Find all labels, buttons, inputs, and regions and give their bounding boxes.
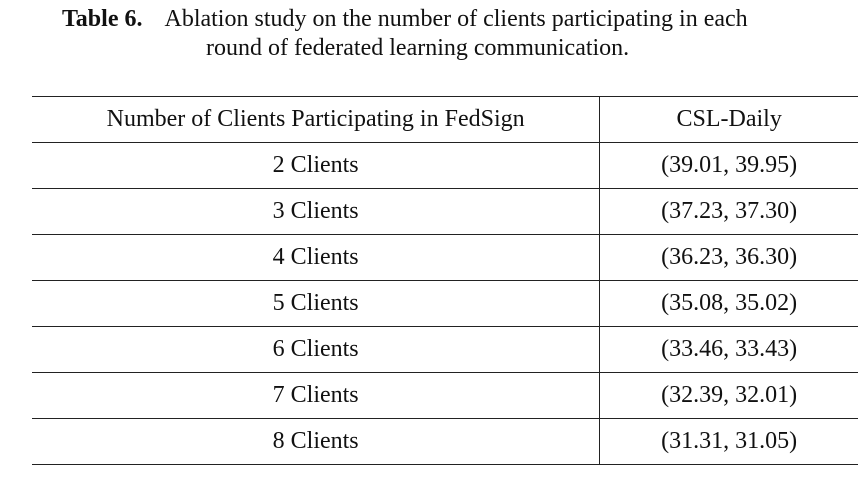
score-cell: (32.39, 32.01) xyxy=(599,372,858,419)
score-cell: (36.23, 36.30) xyxy=(599,234,858,281)
caption-text-1: Ablation study on the number of clients … xyxy=(164,6,748,32)
table-row: 5 Clients (35.08, 35.02) xyxy=(32,280,858,327)
clients-cell: 4 Clients xyxy=(32,234,601,281)
table-row: 8 Clients (31.31, 31.05) xyxy=(32,418,858,465)
header-clients: Number of Clients Participating in FedSi… xyxy=(32,96,601,143)
score-cell: (37.23, 37.30) xyxy=(599,188,858,235)
clients-cell: 8 Clients xyxy=(32,418,601,465)
clients-cell: 3 Clients xyxy=(32,188,601,235)
table-row: 3 Clients (37.23, 37.30) xyxy=(32,188,858,235)
table-row: 6 Clients (33.46, 33.43) xyxy=(32,326,858,373)
clients-cell: 5 Clients xyxy=(32,280,601,327)
caption-label: Table 6. xyxy=(62,6,143,32)
score-cell: (31.31, 31.05) xyxy=(599,418,858,465)
header-row: Number of Clients Participating in FedSi… xyxy=(32,96,858,143)
caption-line-1: Table 6. Ablation study on the number of … xyxy=(62,4,748,34)
clients-cell: 7 Clients xyxy=(32,372,601,419)
clients-cell: 2 Clients xyxy=(32,142,601,189)
header-csl-daily: CSL-Daily xyxy=(599,96,858,143)
table-row: 4 Clients (36.23, 36.30) xyxy=(32,234,858,281)
clients-cell: 6 Clients xyxy=(32,326,601,373)
caption-line-2: round of federated learning communicatio… xyxy=(206,35,630,61)
ablation-table: Number of Clients Participating in FedSi… xyxy=(32,96,858,465)
table-row: 7 Clients (32.39, 32.01) xyxy=(32,372,858,419)
score-cell: (39.01, 39.95) xyxy=(599,142,858,189)
score-cell: (33.46, 33.43) xyxy=(599,326,858,373)
score-cell: (35.08, 35.02) xyxy=(599,280,858,327)
table-row: 2 Clients (39.01, 39.95) xyxy=(32,142,858,189)
